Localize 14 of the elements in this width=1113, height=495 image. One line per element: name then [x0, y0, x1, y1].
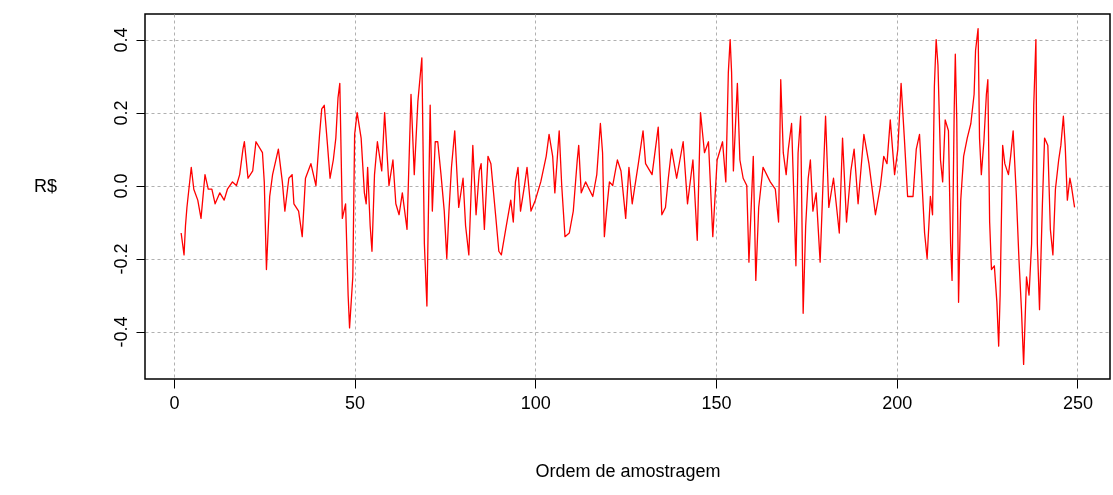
x-tick-label: 150 [701, 392, 732, 413]
y-tick-label: 0.2 [110, 100, 131, 126]
y-tick-label: -0.2 [110, 243, 131, 275]
x-axis-title: Ordem de amostragem [535, 460, 721, 481]
y-tick-label: -0.4 [110, 316, 131, 348]
x-tick-label: 250 [1062, 392, 1093, 413]
x-tick-label: 0 [169, 392, 180, 413]
y-tick-label: 0.0 [110, 173, 131, 199]
x-tick-label: 100 [520, 392, 551, 413]
y-axis-title: R$ [33, 175, 58, 196]
line-series [180, 27, 1076, 366]
x-tick-label: 200 [882, 392, 913, 413]
y-tick-label: 0.4 [110, 27, 131, 53]
x-tick-label: 50 [345, 392, 366, 413]
